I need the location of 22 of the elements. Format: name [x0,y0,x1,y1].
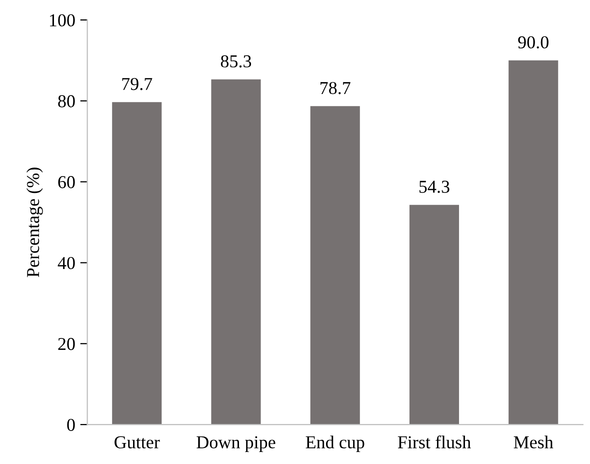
data-label: 85.3 [220,55,252,68]
y-tick-label: 20 [58,338,75,350]
bar [211,79,261,425]
data-label: 78.7 [320,82,350,94]
y-axis-title: Percentage (%) [26,168,43,278]
data-label: 54.3 [419,180,450,193]
x-tick-label: First flush [398,435,471,448]
bar [112,102,162,425]
data-label: 79.7 [122,78,152,90]
data-label: 90.0 [518,36,548,48]
y-tick-label: 60 [58,176,75,188]
x-tick-label: Mesh [514,436,554,448]
bar [508,60,558,425]
bar [409,204,460,425]
y-tick-label: 80 [58,95,75,108]
x-tick-label: End cup [306,436,364,452]
x-tick-label: Gutter [114,436,160,448]
y-tick-label: 40 [58,256,75,270]
y-tick-label: 0 [67,418,75,431]
y-tick-label: 100 [50,14,75,26]
x-tick-label: Down pipe [196,436,276,452]
bar [310,106,360,425]
